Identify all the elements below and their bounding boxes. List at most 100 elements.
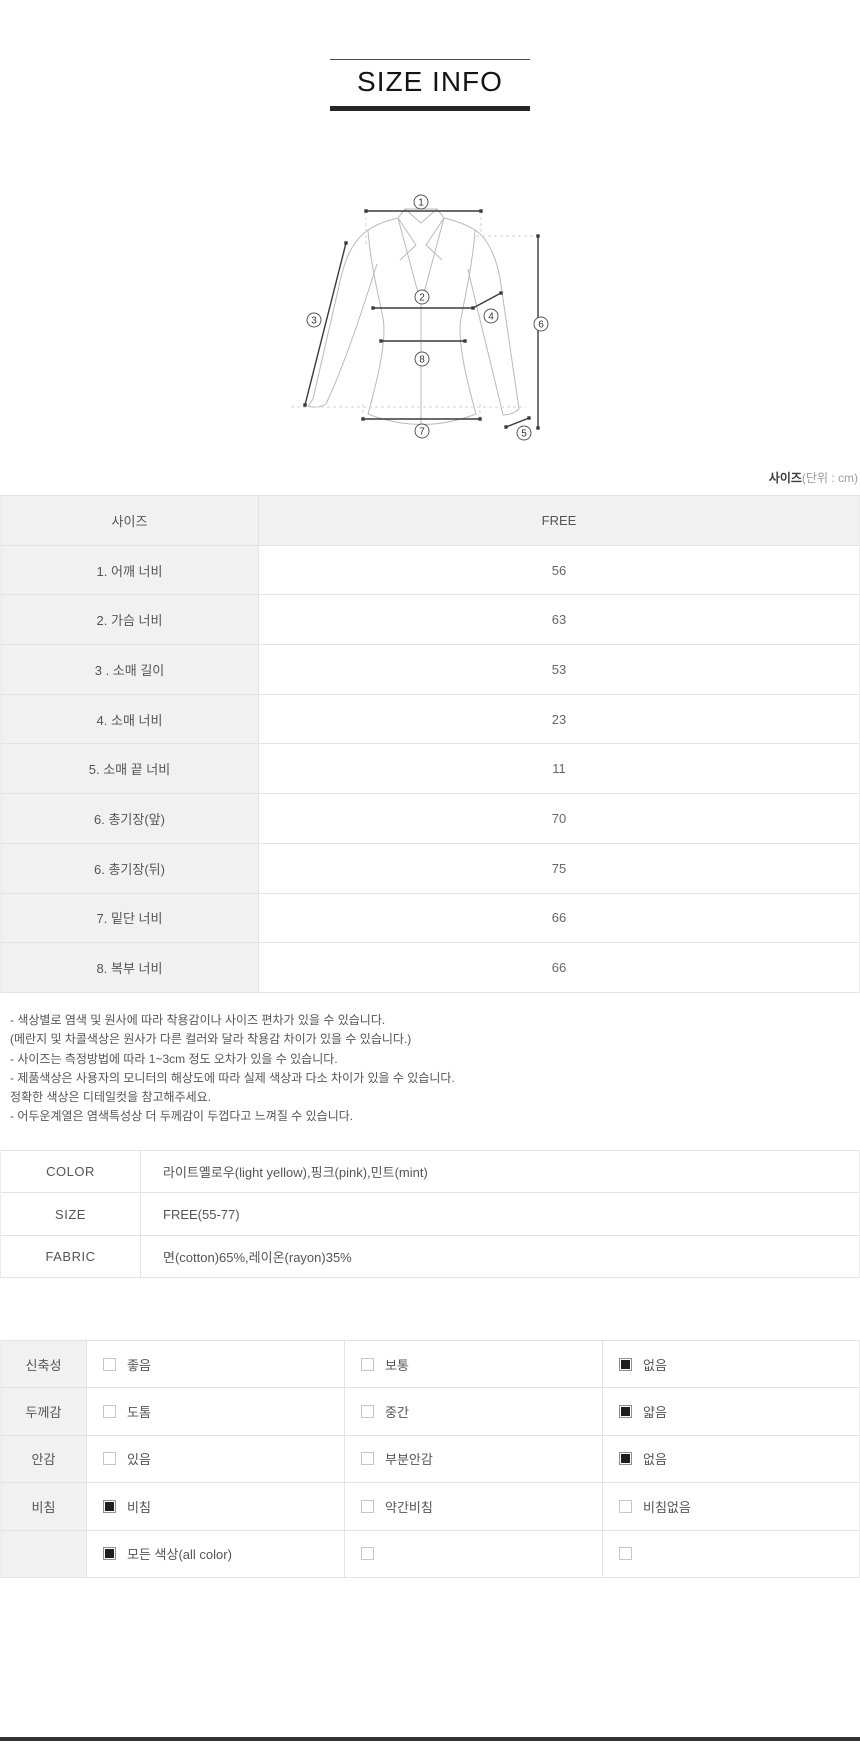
size-table-row: 7. 밑단 너비 66 <box>1 893 859 944</box>
info-label: FABRIC <box>1 1235 141 1278</box>
measurement-value: 23 <box>551 711 567 727</box>
diagram-number-8: 8 <box>414 351 430 367</box>
info-row: FABRIC 면(cotton)65%,레이온(rayon)35% <box>1 1235 859 1279</box>
attribute-option-cell: 얇음 <box>603 1388 859 1434</box>
title-block: SIZE INFO <box>330 59 530 111</box>
checkbox-unchecked-icon <box>361 1452 374 1466</box>
measurement-value: 66 <box>551 960 567 976</box>
diagram-number-1: 1 <box>413 194 429 210</box>
product-info-table: COLOR 라이트옐로우(light yellow),핑크(pink),민트(mi… <box>0 1150 860 1279</box>
attribute-option-label: 보통 <box>385 1357 409 1373</box>
size-table-row: 1. 어깨 너비 56 <box>1 545 859 596</box>
measurement-lines <box>304 210 539 428</box>
checkbox-checked-icon <box>103 1499 116 1513</box>
size-table-header-value: FREE <box>259 496 859 545</box>
svg-text:2: 2 <box>419 293 425 304</box>
attribute-row: 비침 비침 약간비침 비침없음 <box>1 1483 859 1531</box>
checkbox-unchecked-icon <box>103 1452 116 1466</box>
attribute-row: 두께감 도톰 중간 얇음 <box>1 1388 859 1436</box>
measurement-value: 66 <box>551 910 567 926</box>
measurement-value: 11 <box>552 761 566 777</box>
size-table-row: 4. 소매 너비 23 <box>1 694 859 745</box>
checkbox-unchecked-icon <box>103 1405 116 1419</box>
attribute-option-cell <box>603 1531 859 1577</box>
info-label: COLOR <box>1 1151 141 1193</box>
measurement-endpoints <box>303 209 540 430</box>
note-line: (메란지 및 차콜색상은 원사가 다른 컬러와 달라 착용감 차이가 있을 수 … <box>10 1032 412 1047</box>
measurement-label: 1. 어깨 너비 <box>1 545 259 595</box>
page-title: SIZE INFO <box>357 66 503 97</box>
attribute-option-cell: 모든 색상(all color) <box>87 1530 345 1577</box>
attribute-label: 안감 <box>1 1435 87 1483</box>
notes-block: - 색상별로 염색 및 원사에 따라 착용감이나 사이즈 편차가 있을 수 있습… <box>10 1011 455 1127</box>
diagram-number-6: 6 <box>533 316 549 332</box>
measurement-value: 63 <box>551 612 567 628</box>
measurement-label: 2. 가슴 너비 <box>1 595 259 645</box>
attribute-option-label: 중간 <box>385 1405 409 1421</box>
attribute-option-cell: 비침없음 <box>603 1483 859 1529</box>
attribute-row: 신축성 좋음 보통 없음 <box>1 1341 859 1389</box>
unit-label-title: 사이즈 <box>768 471 802 485</box>
attribute-table: 신축성 좋음 보통 없음 두께감 도톰 중간 얇음 안감 있음 부분안감 없음 비침 비침 약간비침 비침없음… <box>0 1340 860 1578</box>
attribute-option-label: 비침없음 <box>643 1499 691 1515</box>
attribute-label: 비침 <box>1 1483 87 1530</box>
measurement-label: 3 . 소매 길이 <box>1 645 259 694</box>
attribute-option-label: 좋음 <box>127 1357 151 1373</box>
note-line: 정확한 색상은 디테일컷을 참고해주세요. <box>10 1090 212 1105</box>
measurement-label: 6. 총기장(뒤) <box>1 843 259 893</box>
attribute-option-cell: 없음 <box>603 1341 859 1387</box>
measurement-value: 56 <box>551 562 567 578</box>
checkbox-checked-icon <box>619 1452 632 1466</box>
attribute-label: 두께감 <box>1 1388 87 1435</box>
attribute-option-cell: 부분안감 <box>345 1435 603 1483</box>
size-table-row: 6. 총기장(뒤) 75 <box>1 843 859 894</box>
attribute-row: 모든 색상(all color) <box>1 1530 859 1578</box>
attribute-label <box>1 1530 87 1577</box>
attribute-option-label: 약간비침 <box>385 1499 433 1515</box>
attribute-option-cell: 중간 <box>345 1388 603 1435</box>
checkbox-checked-icon <box>619 1405 632 1419</box>
svg-text:4: 4 <box>488 312 494 323</box>
attribute-option-label: 없음 <box>643 1357 667 1373</box>
attribute-option-label: 있음 <box>127 1452 151 1468</box>
svg-text:6: 6 <box>538 320 544 331</box>
unit-label-unit: (단위 : cm) <box>801 471 858 485</box>
attribute-option-label: 없음 <box>643 1452 667 1468</box>
attribute-option-label: 얇음 <box>643 1405 667 1421</box>
svg-text:8: 8 <box>419 355 425 366</box>
checkbox-unchecked-icon <box>361 1499 374 1513</box>
attribute-option-cell: 비침 <box>87 1483 345 1530</box>
diagram-number-5: 5 <box>516 425 532 441</box>
title-top-rule <box>330 59 530 60</box>
checkbox-checked-icon <box>619 1357 632 1371</box>
title-bottom-rule <box>330 106 530 111</box>
size-table-row: 3 . 소매 길이 53 <box>1 645 859 695</box>
size-table-row: 8. 복부 너비 66 <box>1 943 859 993</box>
checkbox-unchecked-icon <box>103 1357 116 1371</box>
info-row: SIZE FREE(55-77) <box>1 1193 859 1236</box>
info-value: FREE(55-77) <box>163 1206 240 1222</box>
section-divider <box>0 1737 860 1741</box>
size-table-row: 5. 소매 끝 너비 11 <box>1 744 859 795</box>
info-row: COLOR 라이트옐로우(light yellow),핑크(pink),민트(mi… <box>1 1151 859 1194</box>
svg-text:7: 7 <box>419 427 425 438</box>
size-table-row: 2. 가슴 너비 63 <box>1 595 859 646</box>
jacket-outline <box>307 208 520 429</box>
attribute-label: 신축성 <box>1 1341 87 1388</box>
measurement-value: 70 <box>551 810 567 826</box>
note-line: - 사이즈는 측정방법에 따라 1~3cm 정도 오차가 있을 수 있습니다. <box>10 1051 338 1066</box>
measurement-label: 7. 밑단 너비 <box>1 893 259 943</box>
measurement-value: 53 <box>551 661 567 677</box>
attribute-option-label: 도톰 <box>127 1405 151 1421</box>
size-table: 사이즈 FREE 1. 어깨 너비 56 2. 가슴 너비 63 3 . 소매 길이 53 4.… <box>0 495 860 993</box>
svg-text:1: 1 <box>418 198 424 209</box>
checkbox-unchecked-icon <box>361 1357 374 1371</box>
attribute-option-cell <box>345 1530 603 1577</box>
note-line: - 제품색상은 사용자의 모니터의 해상도에 따라 실제 색상과 다소 차이가 … <box>10 1070 455 1085</box>
checkbox-checked-icon <box>103 1547 116 1561</box>
note-line: - 어두운계열은 염색특성상 더 두께감이 두껍다고 느껴질 수 있습니다. <box>10 1109 354 1124</box>
checkbox-unchecked-icon <box>361 1547 374 1561</box>
size-table-header-row: 사이즈 FREE <box>1 496 859 546</box>
svg-text:5: 5 <box>521 429 527 440</box>
